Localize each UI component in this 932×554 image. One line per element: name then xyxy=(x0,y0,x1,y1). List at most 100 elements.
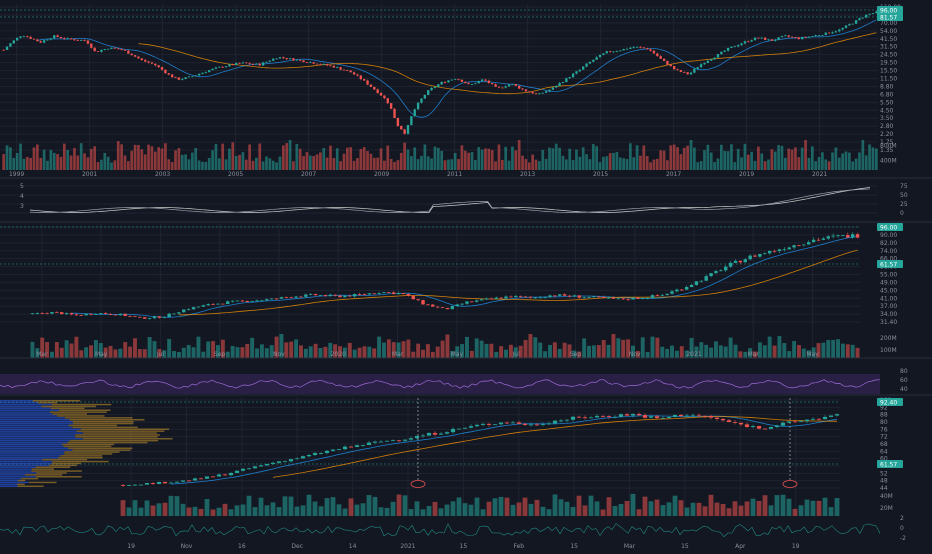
volume-bar xyxy=(180,503,186,516)
price-badge-label: 61.57 xyxy=(880,262,897,269)
recent-y-axis[interactable]: 10092888076726864605652484492.4061.5740M… xyxy=(877,397,906,542)
candle-body xyxy=(534,93,538,95)
rsi-panel[interactable]: 80 60 40 xyxy=(0,368,908,394)
y-tick-label: 31.40 xyxy=(880,319,897,326)
candle-body xyxy=(484,79,487,81)
candle-body xyxy=(162,317,166,318)
volume-bar xyxy=(480,509,486,516)
candle-body xyxy=(167,313,171,318)
event-marker-circle xyxy=(410,480,426,488)
candle-body xyxy=(736,45,740,47)
candle-body xyxy=(408,438,414,440)
volume-bar xyxy=(797,344,801,358)
candle-body xyxy=(305,62,309,63)
volume-bar xyxy=(342,508,348,516)
daily-panel[interactable]: Mar May Jul Sep Nov 2020 Mar May Jul Sep Nov 2021 Ma… xyxy=(0,223,903,358)
candle-body xyxy=(811,239,816,243)
monthly-panel[interactable]: 1999 2001 2003 2005 2007 2009 2011 2013 2015 2017… xyxy=(0,4,903,178)
daily-y-axis[interactable]: 96.0090.0082.0074.0066.0058.0055.0049.00… xyxy=(877,223,903,354)
candle-body xyxy=(565,78,568,83)
volume-bar xyxy=(733,344,738,358)
candle-body xyxy=(177,77,181,80)
x-tick-label: 2001 xyxy=(82,171,97,178)
volume-bar xyxy=(528,503,534,516)
volume-bar xyxy=(469,350,474,358)
profile-bar-orange xyxy=(31,470,82,472)
profile-bar-orange xyxy=(49,411,107,413)
volume-bar xyxy=(406,339,411,358)
volume-bar xyxy=(372,348,377,358)
profile-bar-blue xyxy=(0,401,38,404)
event-markers[interactable] xyxy=(410,398,798,488)
volume-bar xyxy=(670,345,674,358)
oscillator-tick-label: -2 xyxy=(900,535,906,542)
volume-bar xyxy=(406,149,410,170)
volume-bar xyxy=(567,344,572,358)
monthly-y-axis[interactable]: 110.0096.0070.0054.0041.5031.5024.5019.5… xyxy=(877,4,903,165)
volume-bar xyxy=(596,345,601,358)
candle-body xyxy=(174,77,177,78)
candle-body xyxy=(157,316,162,318)
volume-bar xyxy=(298,148,302,170)
recent-x-axis: 19 Nov 16 Dec 14 2021 15 Feb 15 Mar 15 Apr 19 xyxy=(127,543,799,550)
volume-bar xyxy=(305,152,309,170)
volume-bar xyxy=(834,497,840,516)
candle-body xyxy=(150,62,154,64)
candle-body xyxy=(844,25,848,28)
candle-body xyxy=(606,297,611,299)
candle-body xyxy=(265,299,269,301)
volume-bar xyxy=(420,509,426,516)
volume-bar xyxy=(738,351,743,358)
volume-bar xyxy=(504,497,510,516)
candle-body xyxy=(352,293,357,297)
candle-body xyxy=(282,57,285,59)
price-badge xyxy=(877,13,903,21)
candle-body xyxy=(343,295,347,298)
profile-bar-orange xyxy=(41,405,96,408)
candle-body xyxy=(191,307,196,310)
rsi-y-axis[interactable]: 80 60 40 xyxy=(900,368,908,393)
volume-bar xyxy=(32,147,36,170)
candle-body xyxy=(12,40,15,44)
oscillator-panel[interactable]: 75 50 25 0 5 4 3 xyxy=(0,183,908,217)
volume-bar xyxy=(621,339,626,358)
profile-bar-blue xyxy=(0,470,32,472)
candle-body xyxy=(720,418,726,421)
candle-body xyxy=(641,298,645,299)
candle-body xyxy=(186,480,192,482)
volume-bar xyxy=(774,495,780,516)
candle-body xyxy=(474,83,477,85)
volume-bar xyxy=(699,161,703,170)
candle-body xyxy=(264,463,270,466)
y-tick-label: 70.00 xyxy=(880,20,897,27)
candle-body xyxy=(222,474,228,476)
volume-bar xyxy=(845,344,850,358)
volume-bar xyxy=(665,348,670,358)
volume-bar xyxy=(261,161,265,170)
candle-body xyxy=(276,461,282,463)
candle-body xyxy=(258,465,264,467)
oscillator-left-axis: 5 4 3 xyxy=(20,183,24,210)
x-tick-label: 19 xyxy=(127,543,135,550)
candle-body xyxy=(218,66,221,68)
candle-body xyxy=(157,65,160,68)
volume-bar xyxy=(500,159,504,170)
volume-bar xyxy=(238,154,241,170)
volume-bar xyxy=(332,158,336,170)
volume-bar xyxy=(655,337,660,358)
volume-bar xyxy=(848,152,851,170)
volume-bar xyxy=(276,507,282,516)
volume-bar xyxy=(444,504,450,516)
oscillator-y-axis[interactable]: 75 50 25 0 xyxy=(900,183,908,217)
profile-bar-orange xyxy=(63,445,112,448)
candle-body xyxy=(528,91,531,93)
volume-bar xyxy=(753,351,757,358)
x-tick-label: Apr xyxy=(735,543,746,550)
candle-body xyxy=(531,92,534,94)
price-badge xyxy=(877,398,903,406)
candle-body xyxy=(865,14,868,18)
candle-body xyxy=(352,72,356,75)
